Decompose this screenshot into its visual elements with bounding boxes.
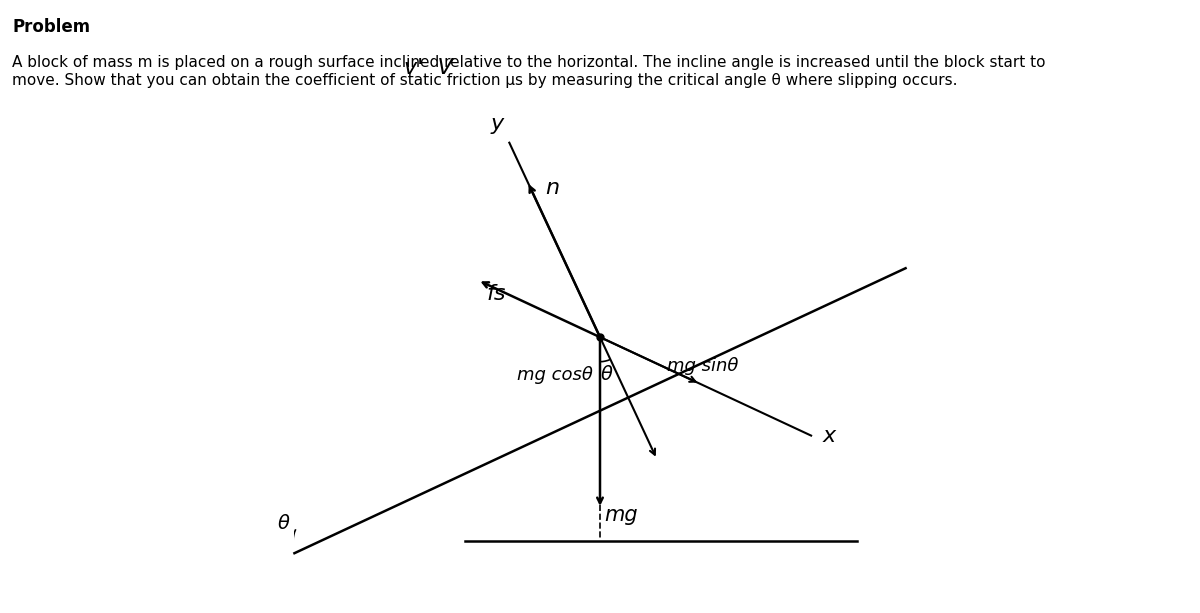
Text: n: n <box>545 178 559 198</box>
Text: θ: θ <box>278 514 290 533</box>
Text: y: y <box>491 115 504 134</box>
Text: mg: mg <box>605 505 638 525</box>
Text: θ: θ <box>600 365 612 384</box>
Text: Problem: Problem <box>12 18 90 36</box>
Text: A block of mass m is placed on a rough surface inclined relative to the horizont: A block of mass m is placed on a rough s… <box>12 55 1045 88</box>
Text: mg sinθ: mg sinθ <box>667 357 738 375</box>
Text: v'  V: v' V <box>404 58 452 78</box>
Text: fs: fs <box>486 284 505 303</box>
Text: mg cosθ: mg cosθ <box>517 366 593 384</box>
Text: x: x <box>823 425 836 446</box>
